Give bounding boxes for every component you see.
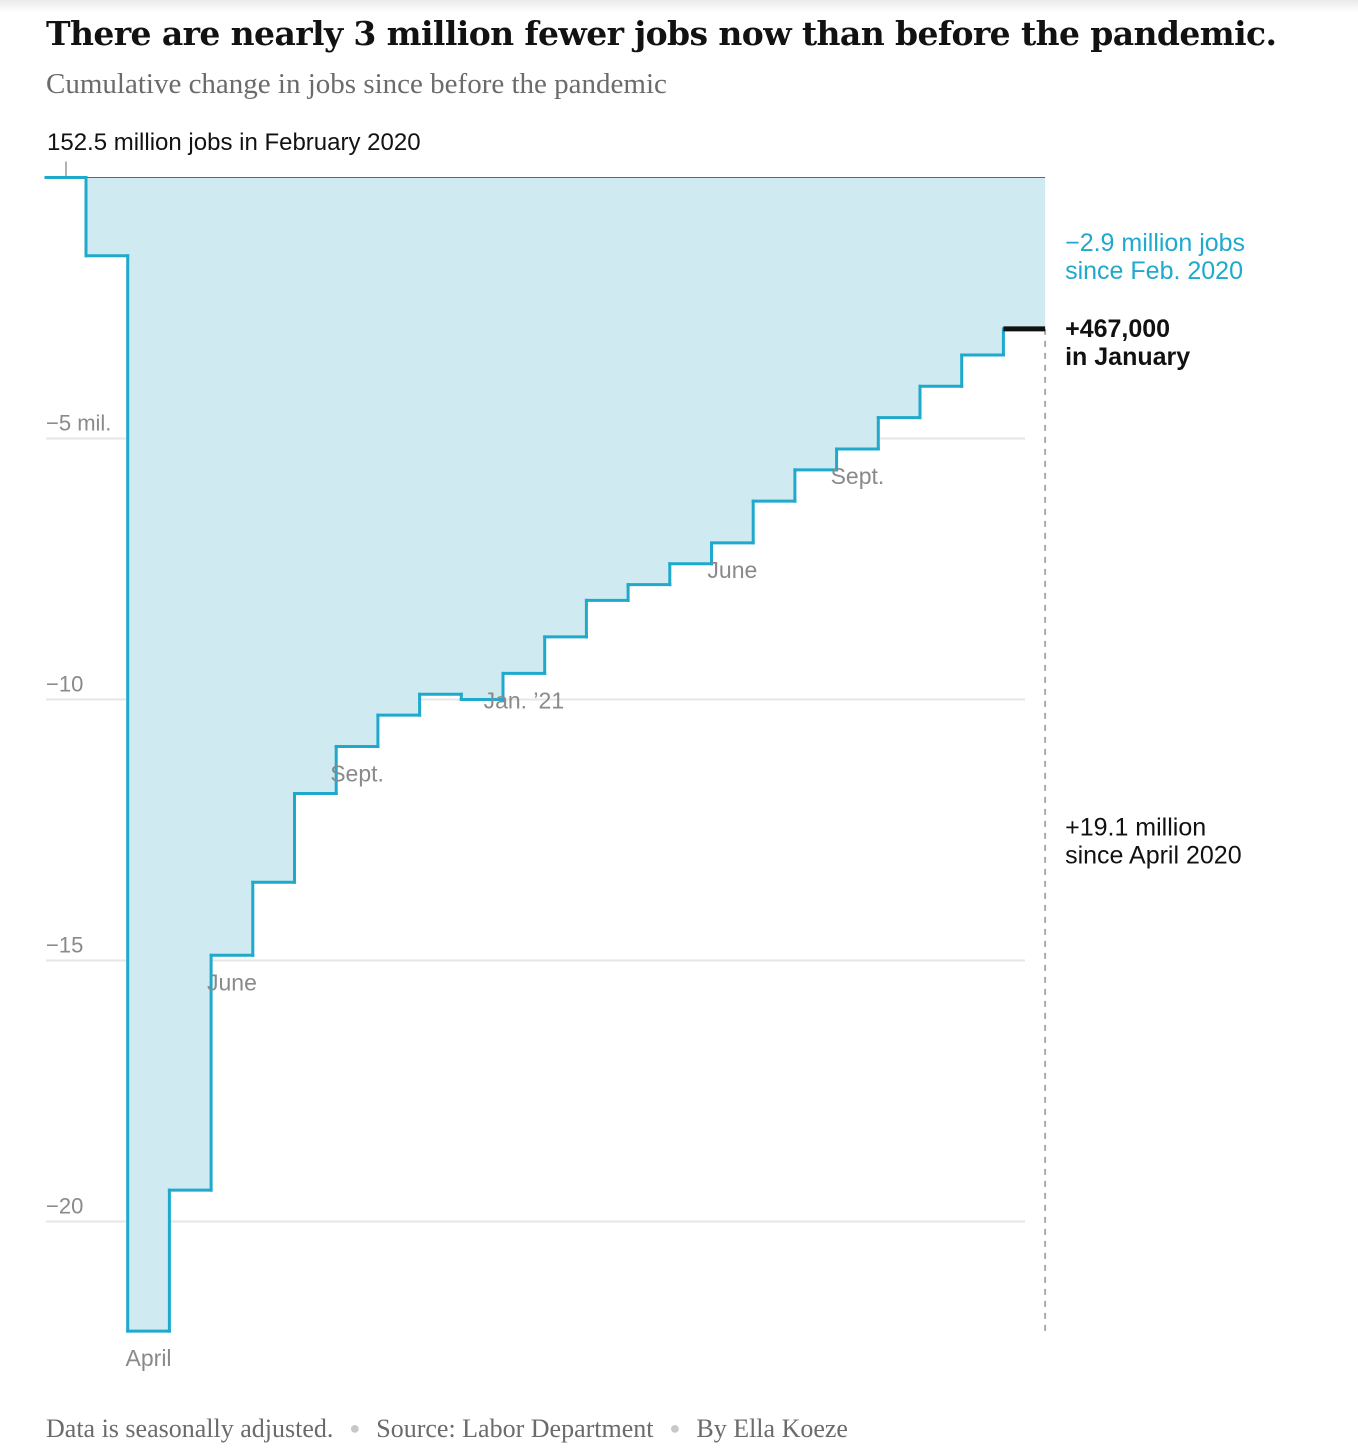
chart-title: There are nearly 3 million fewer jobs no… <box>46 14 1277 53</box>
chart-subtitle: Cumulative change in jobs since before t… <box>46 68 667 100</box>
annotation-latest-line2: in January <box>1065 343 1190 371</box>
chart-footer: Data is seasonally adjusted. ● Source: Lab… <box>46 1414 848 1444</box>
x-axis-label: Sept. <box>831 463 885 489</box>
annotation-recovery-line1: +19.1 million <box>1065 814 1206 842</box>
footer-separator-dot: ● <box>669 1418 681 1438</box>
footer-note: Data is seasonally adjusted. <box>46 1414 334 1443</box>
y-tick-label: −20 <box>46 1194 83 1219</box>
annotation-total-line2: since Feb. 2020 <box>1065 257 1243 285</box>
annotation-latest: +467,000 in January <box>1065 315 1190 371</box>
footer-separator-dot: ● <box>349 1418 361 1438</box>
annotation-total: −2.9 million jobs since Feb. 2020 <box>1065 229 1245 285</box>
footer-byline: By Ella Koeze <box>696 1414 848 1443</box>
baseline-label: 152.5 million jobs in February 2020 <box>47 129 421 156</box>
annotation-recovery: +19.1 million since April 2020 <box>1065 814 1242 870</box>
top-shadow-bar <box>0 0 1358 12</box>
y-tick-label: −10 <box>46 672 83 697</box>
y-axis-ticks: −5 mil. −10 −15 −20 <box>46 411 111 1219</box>
y-tick-label: −5 mil. <box>46 411 111 436</box>
x-axis-label: April <box>126 1345 172 1371</box>
x-axis-label: Sept. <box>330 760 384 786</box>
y-tick-label: −15 <box>46 933 83 958</box>
x-axis-label: June <box>707 557 757 583</box>
x-axis-label: June <box>207 969 257 995</box>
footer-source: Source: Labor Department <box>376 1414 654 1443</box>
job-change-step-line <box>44 176 1005 1333</box>
x-axis-labels: April June Sept. Jan. ’21 June Sept. <box>126 463 885 1371</box>
job-change-chart: 152.5 million jobs in February 2020 −5 m… <box>44 129 1245 1371</box>
annotation-latest-line1: +467,000 <box>1065 315 1170 343</box>
annotation-total-line1: −2.9 million jobs <box>1065 229 1245 257</box>
annotation-recovery-line2: since April 2020 <box>1065 842 1242 870</box>
job-loss-area <box>46 177 1046 1332</box>
x-axis-label: Jan. ’21 <box>484 687 565 713</box>
